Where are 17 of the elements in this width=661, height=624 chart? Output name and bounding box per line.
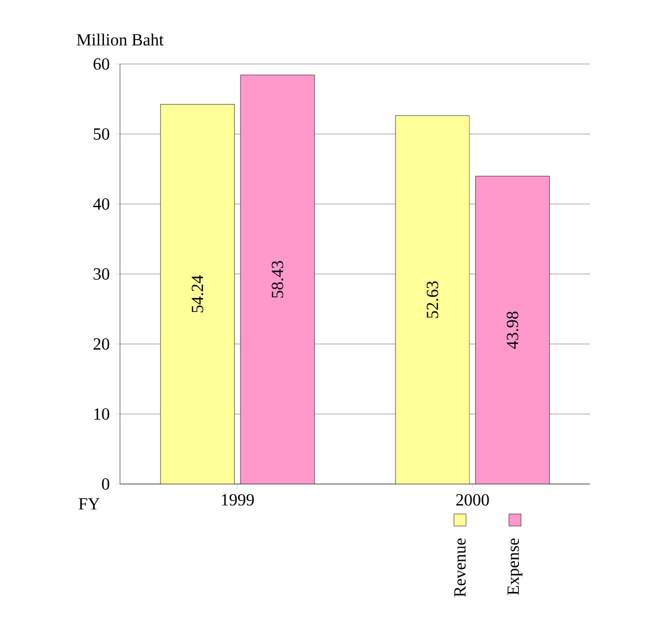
legend-label: Expense — [508, 538, 522, 595]
data-label: 58.43 — [272, 261, 284, 298]
y-tick-label: 10 — [94, 408, 110, 420]
y-tick-label: 50 — [94, 128, 110, 140]
x-tick-label: 1999 — [222, 494, 254, 506]
y-tick-label: 40 — [93, 198, 110, 210]
y-tick-label: 30 — [94, 268, 110, 280]
data-label: 54.24 — [192, 275, 204, 312]
x-tick-label: 2000 — [456, 494, 489, 506]
y-tick-label: 0 — [102, 478, 110, 490]
y-tick-label: 20 — [94, 338, 110, 350]
x-axis-title: FY — [78, 498, 100, 510]
data-label: 52.63 — [426, 281, 438, 318]
y-tick-label: 60 — [94, 58, 110, 70]
legend-label: Revenue — [454, 538, 466, 597]
data-label: 43.98 — [506, 312, 518, 349]
y-axis-title: Million Baht — [76, 34, 164, 46]
